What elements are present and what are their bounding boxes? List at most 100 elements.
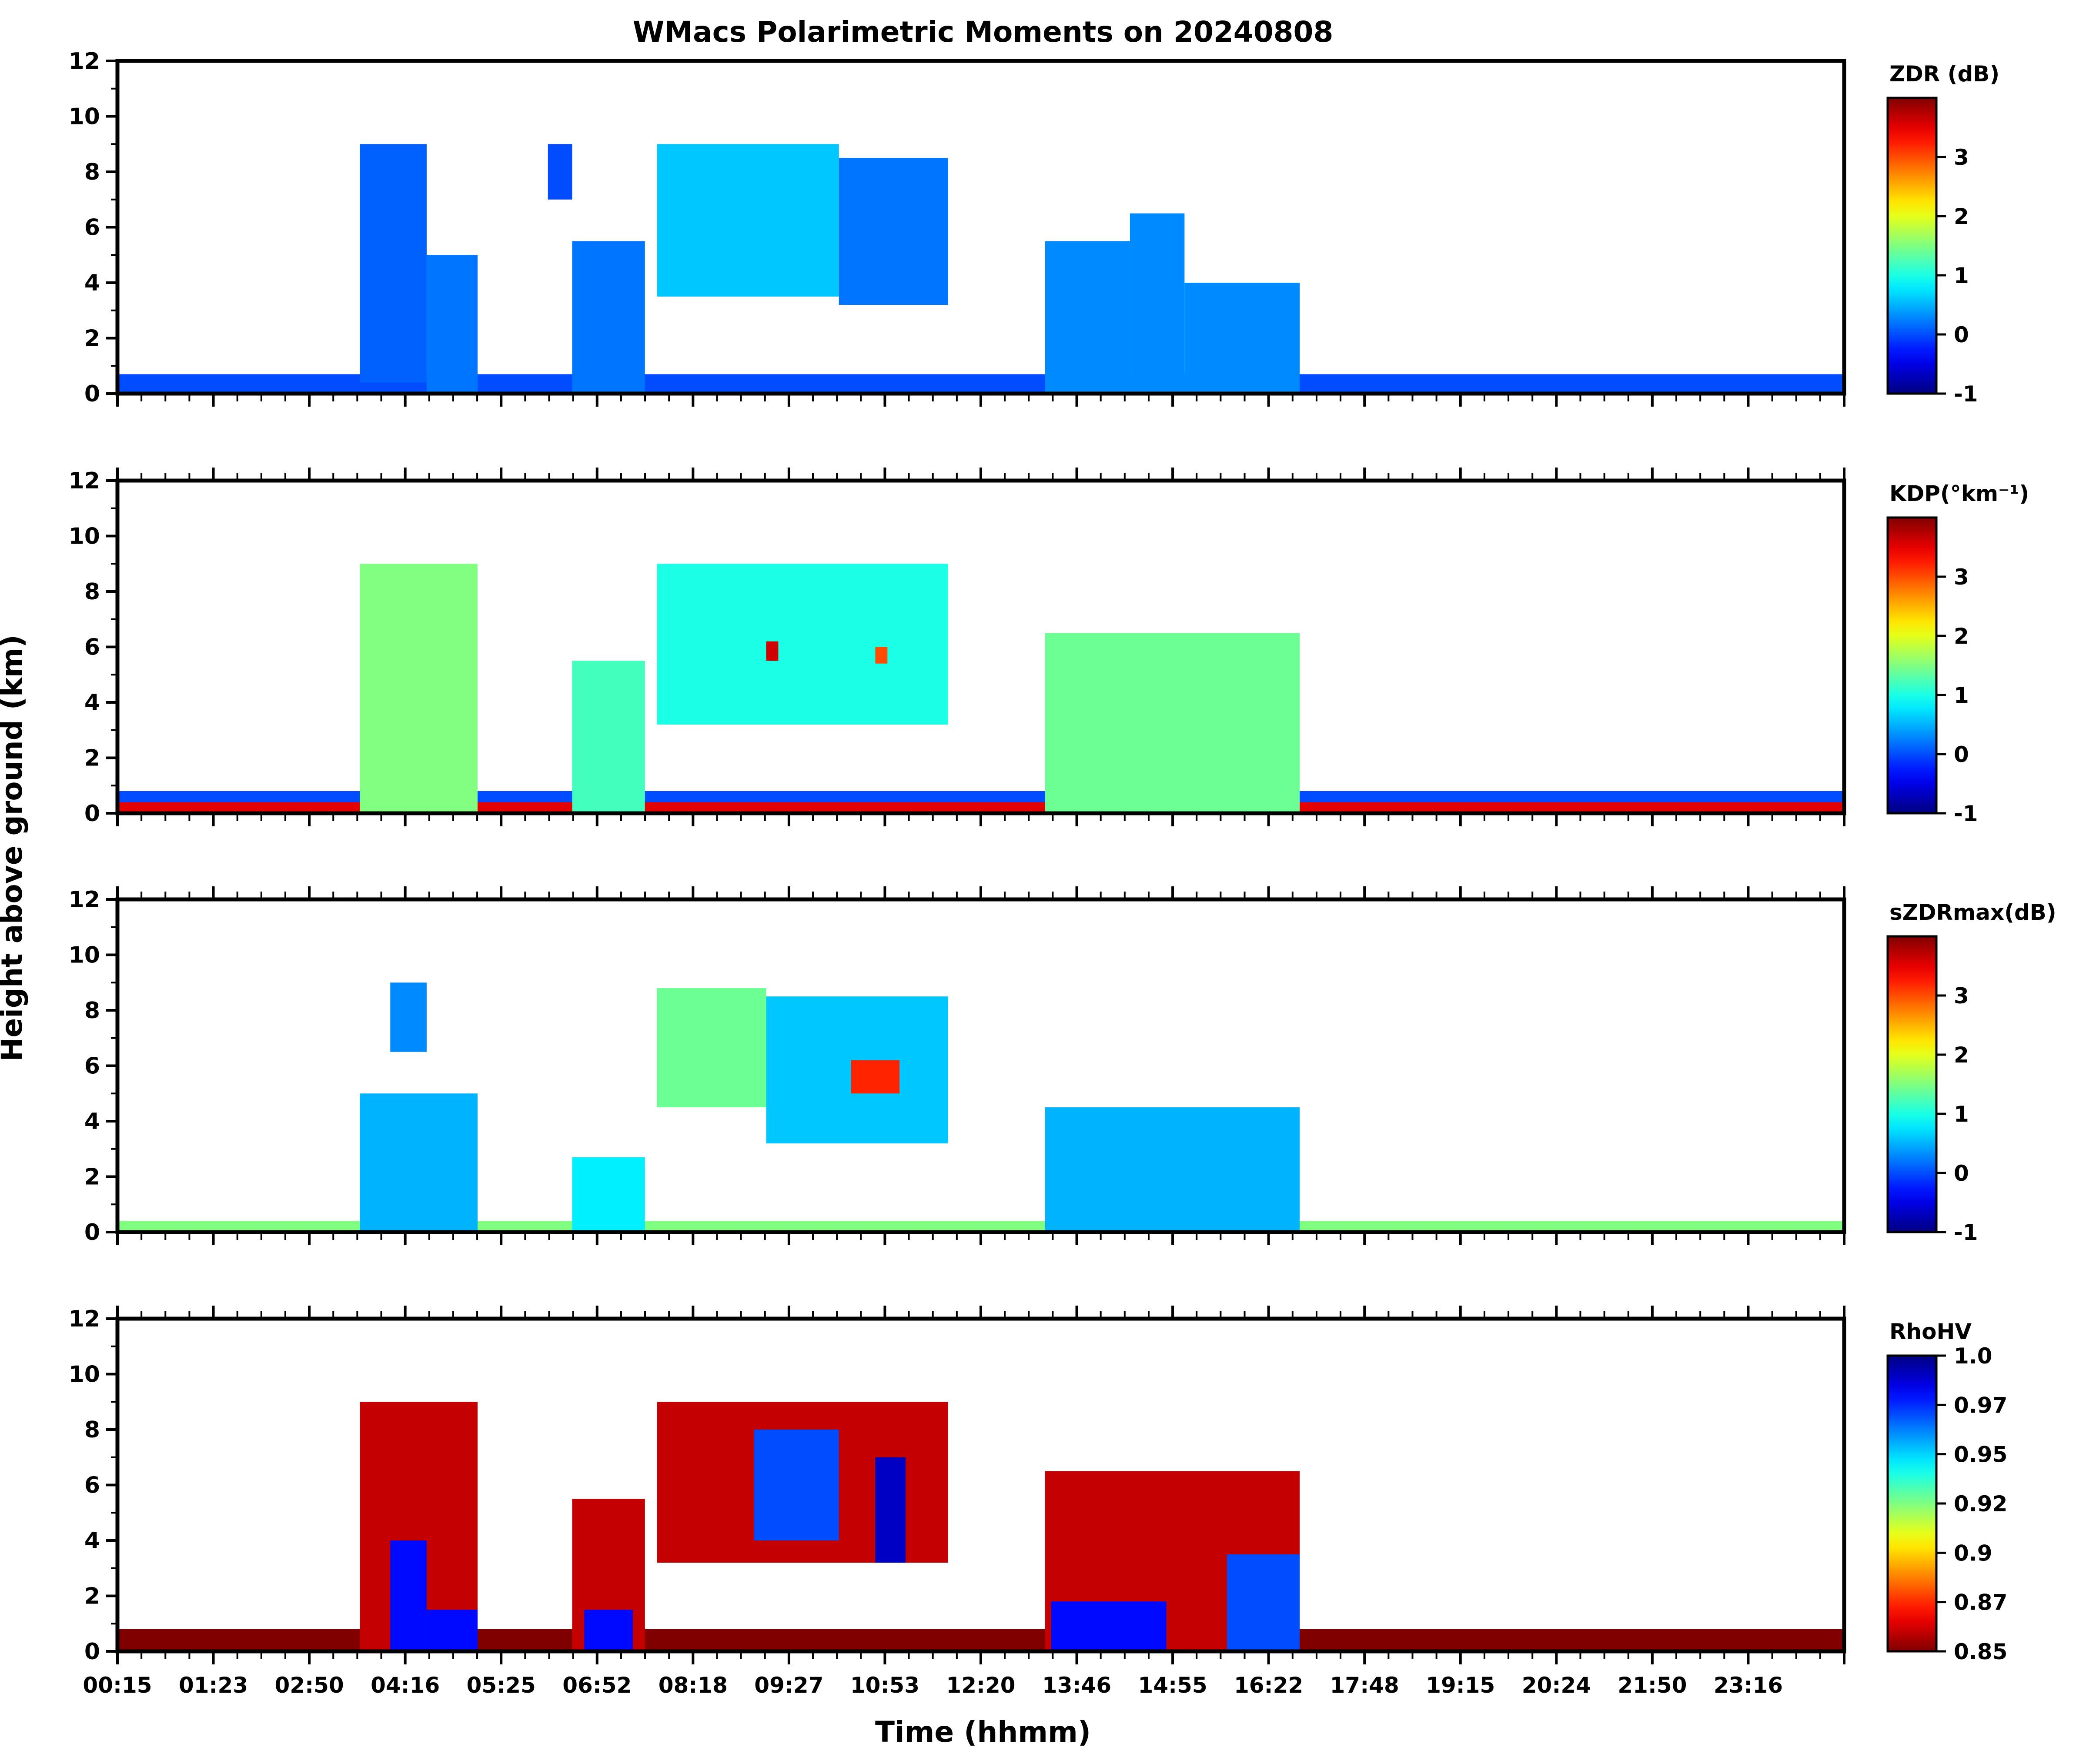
- ZDR-field: [117, 144, 1844, 394]
- sZDRmax-ytick-label: 2: [84, 1164, 100, 1190]
- KDP-ytick-label: 8: [84, 579, 100, 605]
- RhoHV-xtick-label: 23:16: [1714, 1673, 1783, 1698]
- RhoHV-echo-7: [754, 1430, 839, 1540]
- KDP-ytick-label: 6: [84, 635, 100, 661]
- sZDRmax-ytick-label: 12: [69, 887, 100, 913]
- RhoHV-ytick-label: 6: [84, 1473, 100, 1499]
- sZDRmax-colorbar: [1886, 935, 1938, 1233]
- RhoHV-colorbar-tick-label: 0.85: [1954, 1639, 2007, 1664]
- KDP-ytick-label: 12: [69, 468, 100, 494]
- sZDRmax-echo-3: [572, 1157, 645, 1232]
- ZDR-echo-8: [1130, 213, 1185, 394]
- ZDR-colorbar-tick-label: 3: [1954, 145, 1969, 170]
- ZDR-colorbar-tick-label: 2: [1954, 204, 1969, 229]
- RhoHV-xtick-label: 13:46: [1042, 1673, 1111, 1698]
- KDP-colorbar-tick-label: -1: [1954, 801, 1978, 826]
- ZDR-echo-9: [1184, 283, 1300, 394]
- RhoHV-colorbar-tick-label: 0.95: [1954, 1442, 2007, 1467]
- RhoHV-colorbar-tick-label: 1.0: [1954, 1343, 1992, 1369]
- KDP-colorbar-title: KDP(°km⁻¹): [1889, 481, 2029, 506]
- ZDR-ytick-label: 2: [84, 326, 100, 352]
- RhoHV-xtick-label: 00:15: [83, 1673, 152, 1698]
- ZDR-echo-7: [1045, 241, 1130, 394]
- sZDRmax-ytick-label: 8: [84, 998, 100, 1024]
- RhoHV-echo-8: [875, 1457, 906, 1563]
- sZDRmax-field: [117, 982, 1844, 1232]
- ZDR-colorbar-tick-label: 1: [1954, 263, 1969, 288]
- KDP-field: [117, 564, 1844, 813]
- RhoHV-xtick-label: 12:20: [946, 1673, 1015, 1698]
- RhoHV-echo-11: [1227, 1554, 1300, 1651]
- RhoHV-xtick-label: 02:50: [275, 1673, 344, 1698]
- RhoHV-echo-5: [584, 1610, 633, 1651]
- RhoHV-colorbar-tick-label: 0.9: [1954, 1540, 1992, 1566]
- sZDRmax-echo-1: [390, 982, 427, 1052]
- sZDRmax-colorbar-tick-label: 2: [1954, 1042, 1969, 1068]
- KDP-colorbar: [1886, 516, 1938, 815]
- RhoHV-echo-10: [1051, 1601, 1167, 1651]
- RhoHV-xtick-label: 16:22: [1234, 1673, 1303, 1698]
- RhoHV-xtick-label: 10:53: [850, 1673, 919, 1698]
- RhoHV-colorbar: [1886, 1354, 1938, 1653]
- x-axis-label: Time (hhmm): [875, 1715, 1091, 1749]
- RhoHV-colorbar-tick-label: 0.97: [1954, 1393, 2007, 1418]
- KDP-echo-3: [572, 661, 645, 813]
- ZDR-colorbar: [1886, 97, 1938, 395]
- RhoHV-xtick-label: 20:24: [1522, 1673, 1591, 1698]
- sZDRmax-ytick-label: 4: [84, 1109, 100, 1135]
- RhoHV-colorbar-tick-label: 0.92: [1954, 1491, 2007, 1517]
- RhoHV-ytick-label: 2: [84, 1584, 100, 1610]
- sZDRmax-colorbar-tick-label: -1: [1954, 1220, 1978, 1245]
- KDP-ytick-label: 0: [84, 801, 100, 827]
- ZDR-colorbar-tick-label: 0: [1954, 322, 1969, 347]
- RhoHV-echo-2: [390, 1540, 427, 1651]
- sZDRmax-ytick-label: 10: [69, 942, 100, 969]
- panel-RhoHV: 0 2 4 6 8 10 12 00:15 01:23 02:50 04:16 05:25 06:52 0…: [69, 1306, 2007, 1698]
- RhoHV-xtick-label: 09:27: [754, 1673, 823, 1698]
- ZDR-ytick-label: 10: [69, 104, 100, 130]
- RhoHV-colorbar-tick-label: 0.87: [1954, 1590, 2007, 1615]
- RhoHV-ytick-label: 10: [69, 1362, 100, 1388]
- figure-title: WMacs Polarimetric Moments on 20240808: [633, 15, 1334, 49]
- KDP-colorbar-tick-label: 1: [1954, 683, 1969, 708]
- KDP-colorbar-tick-label: 0: [1954, 742, 1969, 767]
- ZDR-ytick-label: 4: [84, 270, 100, 296]
- RhoHV-xtick-label: 06:52: [562, 1673, 632, 1698]
- sZDRmax-echo-7: [1045, 1107, 1300, 1232]
- ZDR-colorbar-title: ZDR (dB): [1889, 61, 1999, 87]
- sZDRmax-echo-4: [657, 988, 766, 1108]
- sZDRmax-colorbar-tick-label: 3: [1954, 983, 1969, 1009]
- sZDRmax-colorbar-tick-label: 0: [1954, 1161, 1969, 1186]
- RhoHV-ytick-label: 8: [84, 1417, 100, 1443]
- RhoHV-xtick-label: 05:25: [467, 1673, 536, 1698]
- RhoHV-xtick-label: 08:18: [659, 1673, 728, 1698]
- KDP-echo-4: [657, 564, 948, 725]
- RhoHV-xtick-label: 21:50: [1618, 1673, 1687, 1698]
- ZDR-echo-4: [572, 241, 645, 394]
- KDP-echo-5: [766, 641, 779, 661]
- ZDR-colorbar-tick-label: -1: [1954, 381, 1978, 407]
- ZDR-ytick-label: 0: [84, 381, 100, 407]
- sZDRmax-ytick-label: 0: [84, 1219, 100, 1246]
- sZDRmax-echo-6: [851, 1060, 900, 1094]
- ZDR-ytick-label: 6: [84, 215, 100, 241]
- RhoHV-ytick-label: 12: [69, 1306, 100, 1332]
- sZDRmax-echo-2: [360, 1093, 478, 1232]
- sZDRmax-colorbar-tick-label: 1: [1954, 1102, 1969, 1127]
- KDP-echo-2: [360, 564, 478, 813]
- RhoHV-field: [117, 1402, 1844, 1651]
- ZDR-echo-3: [548, 144, 572, 200]
- sZDRmax-ytick-label: 6: [84, 1053, 100, 1079]
- KDP-echo-6: [875, 647, 888, 664]
- ZDR-echo-2: [426, 255, 478, 394]
- ZDR-ytick-label: 8: [84, 159, 100, 185]
- RhoHV-xtick-label: 14:55: [1138, 1673, 1207, 1698]
- ZDR-echo-6: [839, 158, 948, 305]
- y-axis-label: Height above ground (km): [0, 635, 29, 1062]
- RhoHV-ytick-label: 0: [84, 1639, 100, 1665]
